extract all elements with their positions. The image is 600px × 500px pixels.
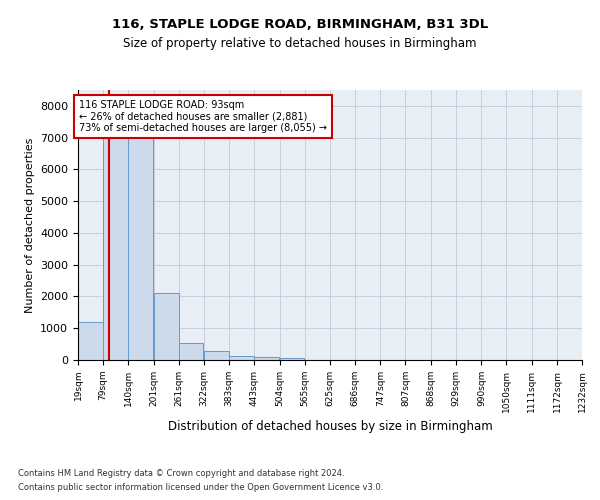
Bar <box>179 342 203 360</box>
Bar <box>128 126 153 360</box>
Y-axis label: Number of detached properties: Number of detached properties <box>25 138 35 312</box>
Text: 116 STAPLE LODGE ROAD: 93sqm
← 26% of detached houses are smaller (2,881)
73% of: 116 STAPLE LODGE ROAD: 93sqm ← 26% of de… <box>79 100 327 132</box>
Bar <box>103 125 128 360</box>
Bar <box>78 322 103 360</box>
X-axis label: Distribution of detached houses by size in Birmingham: Distribution of detached houses by size … <box>167 420 493 433</box>
Text: Contains HM Land Registry data © Crown copyright and database right 2024.: Contains HM Land Registry data © Crown c… <box>18 468 344 477</box>
Text: Contains public sector information licensed under the Open Government Licence v3: Contains public sector information licen… <box>18 484 383 492</box>
Bar <box>154 294 179 360</box>
Text: 116, STAPLE LODGE ROAD, BIRMINGHAM, B31 3DL: 116, STAPLE LODGE ROAD, BIRMINGHAM, B31 … <box>112 18 488 30</box>
Bar <box>254 358 279 360</box>
Bar <box>229 356 254 360</box>
Bar <box>204 351 229 360</box>
Text: Size of property relative to detached houses in Birmingham: Size of property relative to detached ho… <box>123 38 477 51</box>
Bar <box>280 358 304 360</box>
